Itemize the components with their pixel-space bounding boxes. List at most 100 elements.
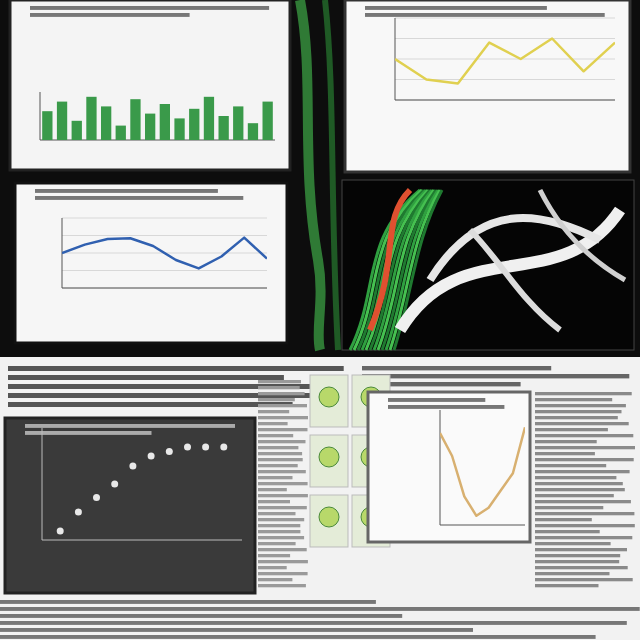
point — [202, 444, 209, 451]
text-line — [258, 410, 289, 413]
text-line — [535, 422, 629, 425]
grid-line — [62, 235, 267, 236]
chart-scatter — [5, 418, 255, 593]
text-line — [0, 621, 627, 625]
thumbnail — [310, 375, 348, 427]
line — [62, 238, 267, 269]
bar — [57, 102, 67, 140]
bar — [204, 97, 214, 140]
text-line — [8, 402, 293, 407]
text-line — [535, 452, 595, 455]
text-line — [258, 446, 298, 449]
thumbnail — [310, 495, 348, 547]
text-line — [535, 530, 600, 533]
text-line — [258, 416, 308, 419]
text-line — [535, 482, 623, 485]
x-axis — [395, 100, 615, 101]
text-line — [535, 476, 616, 479]
text-line — [535, 572, 610, 575]
text-line — [535, 410, 622, 413]
text-line — [535, 398, 612, 401]
text-line — [535, 506, 603, 509]
marks — [62, 238, 267, 269]
point — [148, 453, 155, 460]
text-line — [258, 500, 290, 503]
vein — [400, 210, 620, 330]
text-line — [0, 628, 473, 632]
vein — [540, 190, 625, 280]
text-line — [535, 500, 631, 503]
thumbnail-leaf — [319, 387, 339, 407]
text-line — [258, 428, 308, 431]
bar — [130, 99, 140, 140]
text-line — [8, 375, 284, 380]
grid-line — [395, 59, 615, 60]
text-line — [35, 189, 218, 193]
point — [93, 494, 100, 501]
text-line — [535, 584, 599, 587]
text-line — [258, 530, 300, 533]
canvas — [0, 0, 640, 640]
text-line — [258, 386, 300, 389]
text-line — [25, 431, 152, 435]
text-line — [258, 464, 298, 467]
text-line — [258, 440, 306, 443]
text-line — [258, 542, 296, 545]
text-line — [258, 470, 306, 473]
bar — [233, 106, 243, 140]
text-line — [535, 548, 627, 551]
text-line — [258, 560, 308, 563]
point — [57, 528, 64, 535]
text-line — [258, 518, 304, 521]
x-axis — [62, 288, 267, 289]
text-line — [535, 392, 632, 395]
text-line — [365, 13, 605, 17]
text-block — [25, 424, 235, 435]
text-line — [258, 524, 300, 527]
marks — [57, 444, 228, 535]
text-line — [362, 366, 551, 370]
text-block — [535, 392, 635, 587]
y-axis — [440, 410, 441, 525]
x-axis — [440, 525, 525, 526]
marks — [42, 97, 273, 140]
grid-line — [395, 38, 615, 39]
text-line — [258, 548, 307, 551]
bar — [248, 123, 258, 140]
text-line — [535, 578, 633, 581]
text-line — [535, 404, 626, 407]
text-line — [535, 488, 625, 491]
point — [111, 481, 118, 488]
thumbnail — [310, 435, 348, 487]
text-line — [535, 560, 619, 563]
text-line — [30, 6, 269, 10]
point — [220, 444, 227, 451]
text-line — [535, 428, 608, 431]
text-line — [0, 635, 596, 639]
document-area — [0, 357, 640, 640]
text-line — [535, 566, 628, 569]
text-line — [8, 366, 344, 371]
text-line — [258, 536, 304, 539]
text-line — [258, 506, 307, 509]
bar — [116, 126, 126, 140]
bar — [101, 106, 111, 140]
text-line — [362, 374, 629, 378]
bar — [42, 111, 52, 140]
image-panel — [342, 180, 634, 350]
text-line — [258, 476, 293, 479]
text-line — [258, 554, 290, 557]
text-line — [258, 458, 303, 461]
bar — [263, 102, 273, 140]
chart-bar — [10, 0, 290, 170]
text-block — [0, 600, 640, 639]
grid-line — [395, 100, 615, 101]
grid-line — [62, 218, 267, 219]
y-axis — [42, 428, 43, 540]
vein — [430, 218, 600, 280]
bar — [86, 97, 96, 140]
marks — [440, 427, 525, 516]
bar — [174, 118, 184, 140]
text-block — [388, 398, 504, 409]
text-line — [258, 488, 287, 491]
